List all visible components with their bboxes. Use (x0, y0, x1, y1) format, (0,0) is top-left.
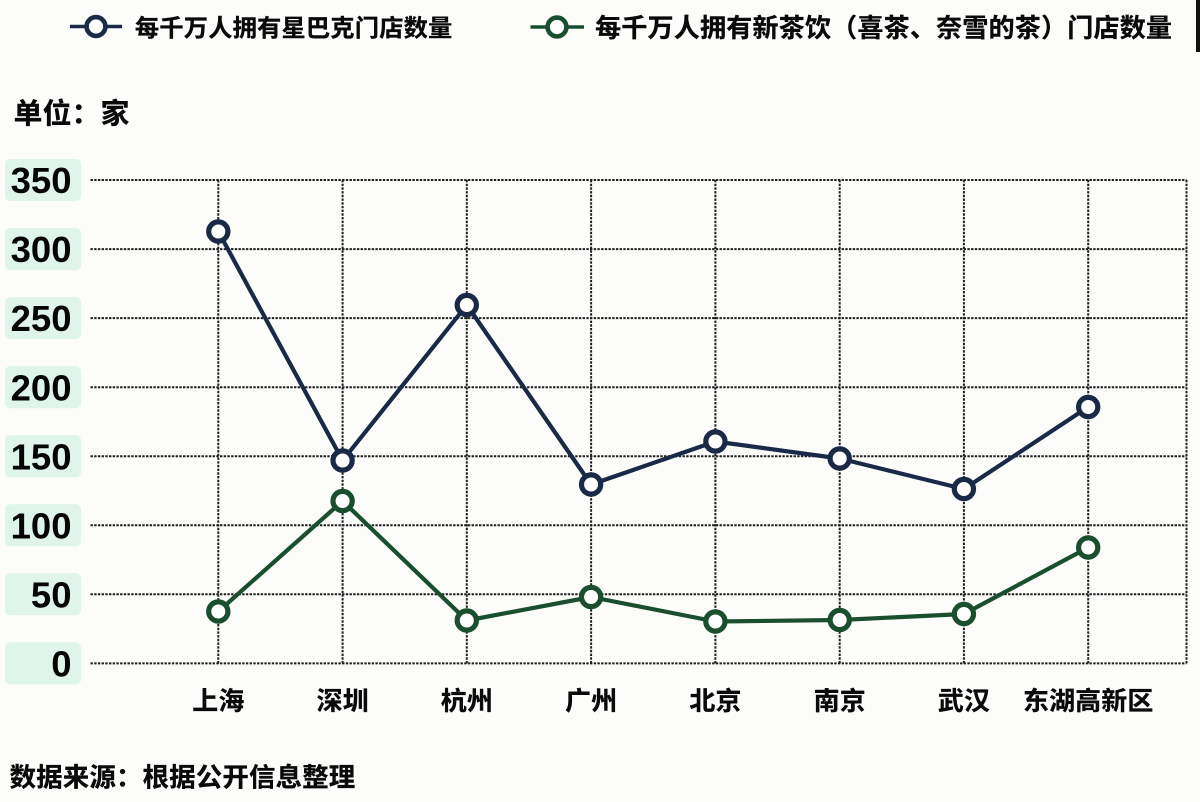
svg-text:0: 0 (51, 644, 71, 685)
svg-text:200: 200 (11, 367, 72, 408)
svg-text:300: 300 (11, 229, 72, 270)
svg-text:350: 350 (11, 160, 72, 201)
svg-text:150: 150 (11, 436, 72, 477)
svg-text:100: 100 (11, 505, 72, 546)
svg-text:250: 250 (11, 298, 72, 339)
svg-text:50: 50 (31, 574, 72, 615)
